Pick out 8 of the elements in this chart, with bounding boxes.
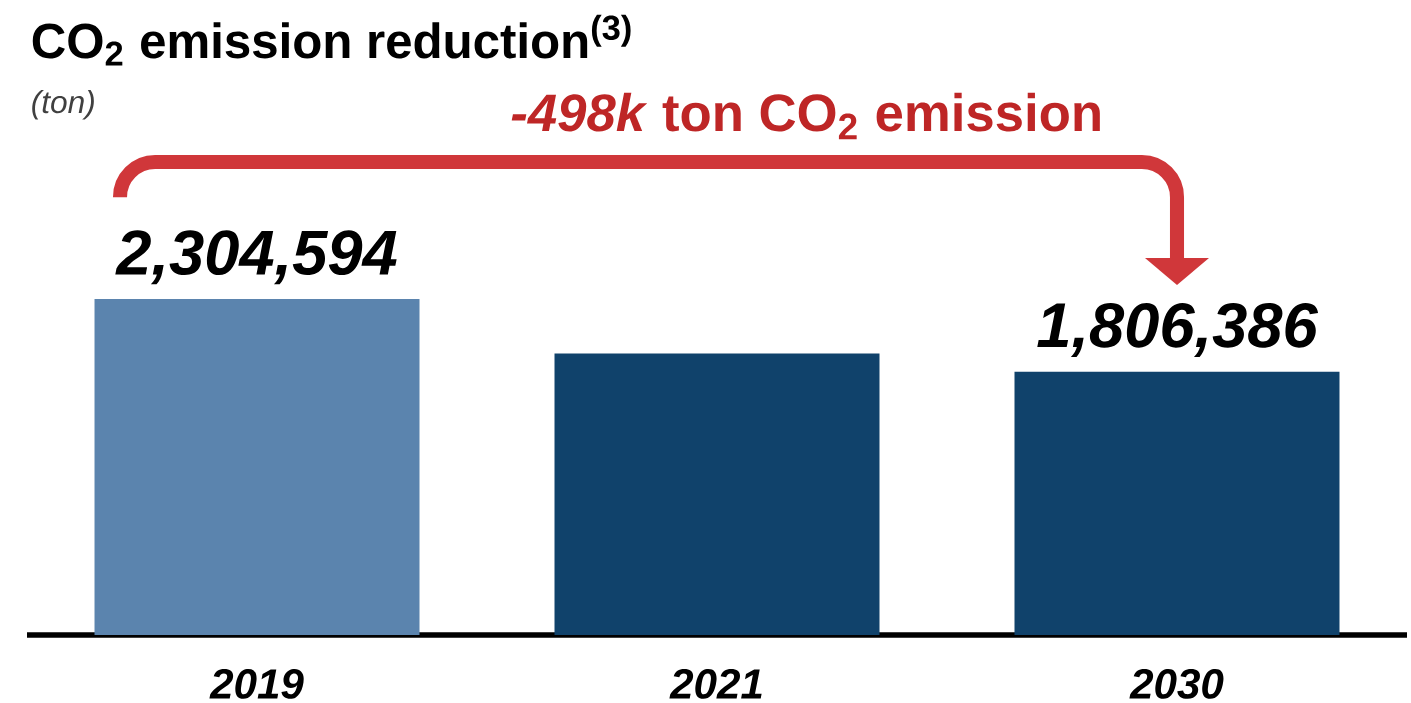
- data-label: 2,304,594: [115, 230, 397, 285]
- text: -498k ton CO$_{2}$ emission: [511, 92, 1100, 140]
- x-tick-label: 2021: [669, 668, 762, 699]
- x-tick-label: 2019: [209, 668, 304, 699]
- chart-subtitle: (ton): [32, 90, 94, 120]
- data-label: 1,806,386: [1037, 302, 1319, 357]
- chart-title: CO$_{2}$ emission reduction$^{(3)}$: [32, 14, 631, 66]
- x-tick-label: 2030: [1129, 668, 1224, 699]
